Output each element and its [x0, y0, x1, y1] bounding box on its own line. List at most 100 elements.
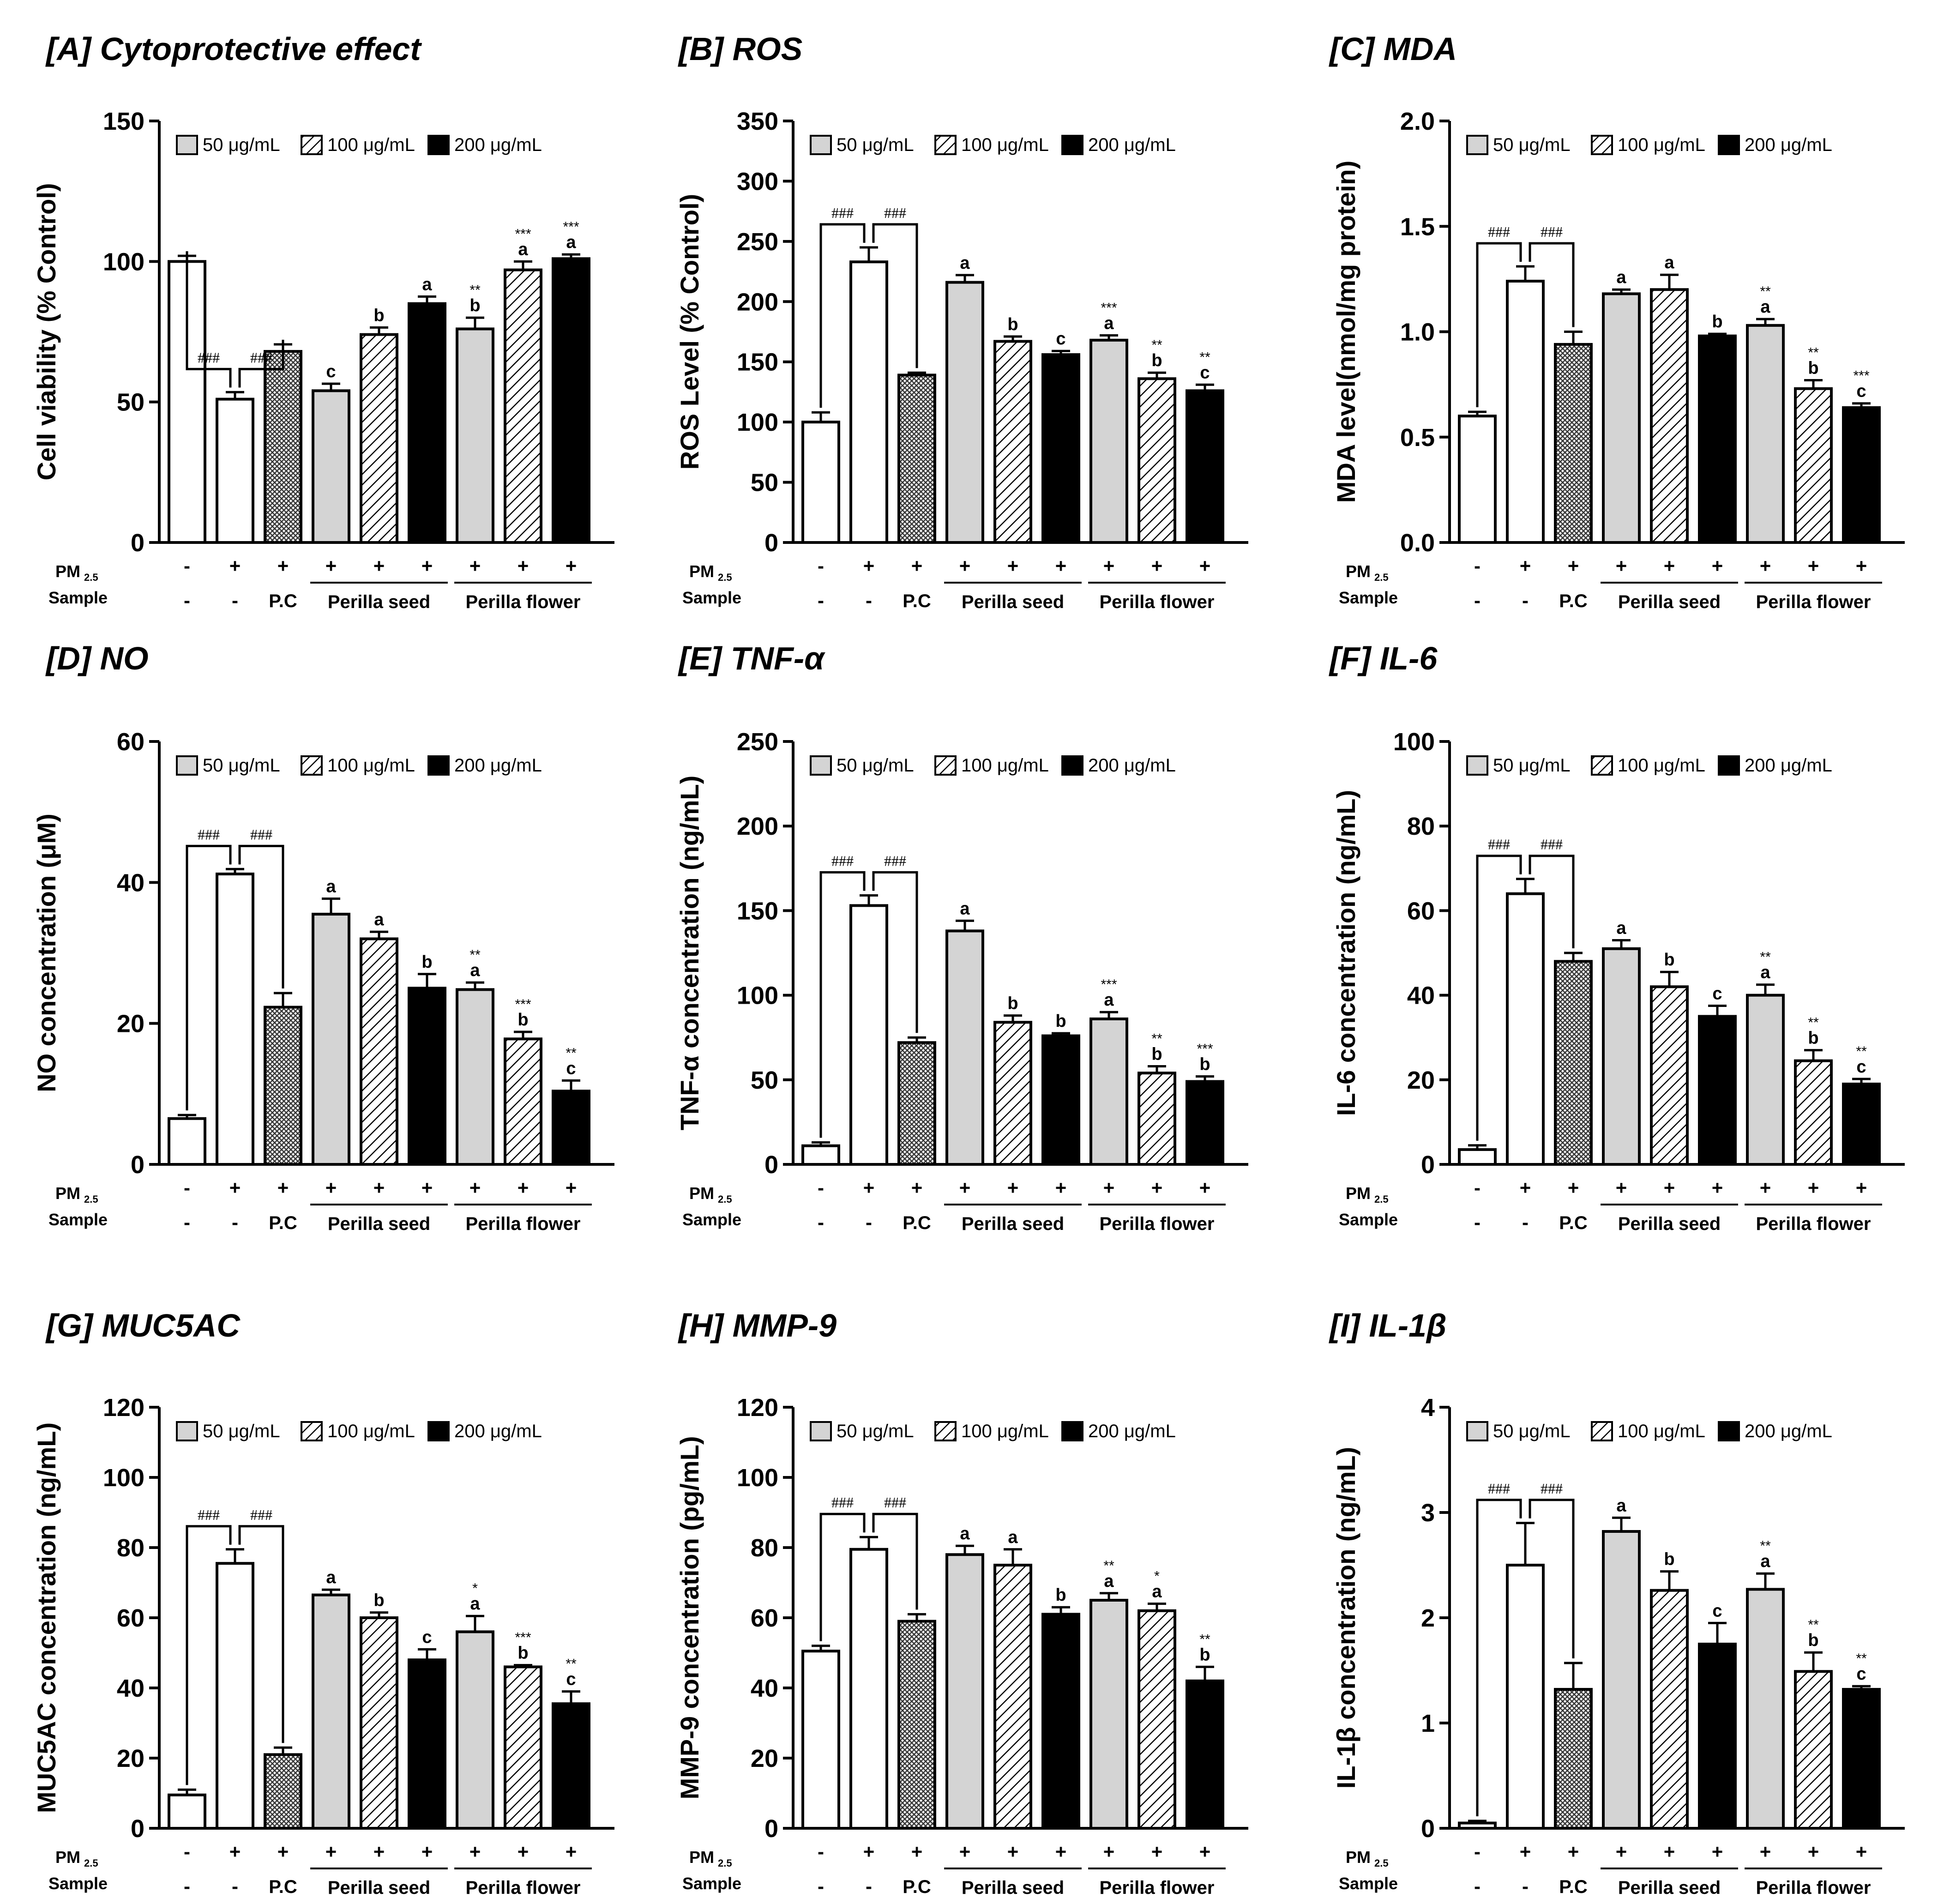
- significance-letter: c: [566, 1670, 576, 1689]
- significance-stars: **: [1760, 1538, 1771, 1554]
- pm25-sign: +: [1199, 555, 1211, 577]
- group-label: Perilla flower: [466, 592, 581, 612]
- pm25-row-subscript: 2.5: [718, 572, 732, 583]
- group-label: Perilla seed: [1618, 1214, 1721, 1234]
- hash-label: ###: [1488, 223, 1510, 240]
- significance-letter: b: [518, 1010, 528, 1030]
- legend-label: 100 μg/mL: [961, 1421, 1049, 1441]
- pm25-sign: +: [469, 1841, 481, 1862]
- pm25-sign: +: [1007, 1841, 1019, 1862]
- panel-title: [I] IL-1β: [1329, 1307, 1446, 1344]
- pm25-sign: +: [1808, 1177, 1819, 1199]
- bar: [1554, 960, 1593, 1166]
- legend-label: 200 μg/mL: [1745, 1421, 1832, 1441]
- group-label: Perilla flower: [1756, 1214, 1871, 1234]
- bar: [849, 904, 888, 1166]
- panel-title: [A] Cytoprotective effect: [45, 31, 422, 67]
- significance-letter: b: [1199, 1054, 1210, 1074]
- sample-row-label: Sample: [682, 1874, 741, 1893]
- legend-swatch: [934, 135, 957, 155]
- hash-label: ###: [1488, 1480, 1510, 1497]
- y-tick-label: 80: [751, 1534, 778, 1562]
- legend-swatch: [301, 1421, 323, 1441]
- hash-label: ###: [831, 205, 854, 221]
- significance-letter: c: [1856, 1057, 1866, 1077]
- significance-bracket: [1529, 242, 1575, 327]
- legend-swatch: [427, 135, 450, 155]
- significance-letter: a: [1664, 253, 1674, 272]
- sample-sign: -: [1474, 590, 1481, 611]
- y-tick-label: 50: [751, 469, 778, 497]
- pm25-row-label: PM: [1346, 1848, 1371, 1867]
- pm25-sign: +: [1520, 1177, 1531, 1199]
- pm25-sign: +: [1712, 1177, 1723, 1199]
- significance-letter: b: [1151, 1044, 1162, 1064]
- pm25-sign: +: [1568, 1841, 1579, 1862]
- panel--h-mmp-9: [H] MMP-9 0 20 40 60 80 100 120 MMP-9 concentrat…: [675, 1307, 1248, 1898]
- legend-label: 50 μg/mL: [203, 755, 280, 776]
- panel-title: [D] NO: [45, 640, 149, 676]
- significance-letter: a: [518, 240, 528, 259]
- hash-label: ###: [1541, 223, 1563, 240]
- sample-row-label: Sample: [1339, 1210, 1398, 1229]
- pm25-sign: +: [1808, 1841, 1819, 1862]
- pm25-sign: +: [1856, 1177, 1867, 1199]
- group-label: Perilla seed: [328, 1878, 430, 1898]
- pm25-row-subscript: 2.5: [84, 1193, 98, 1205]
- significance-bracket: [238, 339, 284, 388]
- pm25-sign: +: [325, 1177, 337, 1199]
- y-tick-label: 100: [1393, 728, 1435, 756]
- significance-stars: **: [1760, 950, 1771, 965]
- significance-letter: b: [1712, 312, 1722, 331]
- y-tick-label: 20: [751, 1745, 778, 1772]
- legend-swatch: [176, 755, 198, 776]
- legend-label: 200 μg/mL: [454, 755, 542, 776]
- significance-letter: a: [1104, 313, 1114, 333]
- sample-sign: -: [184, 590, 190, 611]
- legend-swatch: [1466, 1421, 1488, 1441]
- significance-letter: b: [373, 1591, 384, 1610]
- bar: [1698, 334, 1737, 544]
- legend-label: 100 μg/mL: [1618, 1421, 1705, 1441]
- y-axis-label: MMP-9 concentration (pg/mL): [675, 1436, 704, 1799]
- pm25-sign: +: [1007, 1177, 1019, 1199]
- legend-swatch: [176, 1421, 198, 1441]
- bar: [168, 1793, 206, 1830]
- pm25-row-subscript: 2.5: [1374, 1857, 1389, 1869]
- legend-swatch: [1591, 135, 1613, 155]
- significance-letter: b: [1007, 994, 1018, 1013]
- bar: [1842, 406, 1881, 544]
- hash-label: ###: [250, 1506, 272, 1523]
- bar: [1650, 985, 1689, 1166]
- bar: [552, 1702, 590, 1830]
- pm25-sign: -: [184, 1841, 190, 1862]
- legend-label: 200 μg/mL: [1745, 755, 1832, 776]
- sample-sign: -: [184, 1211, 190, 1233]
- pm25-sign: +: [277, 555, 289, 577]
- bar: [1842, 1688, 1881, 1830]
- pm25-sign: +: [1664, 1841, 1675, 1862]
- group-label: Perilla flower: [1756, 592, 1871, 612]
- hash-label: ###: [1541, 836, 1563, 853]
- y-tick-label: 20: [117, 1010, 144, 1038]
- pm25-sign: +: [1808, 555, 1819, 577]
- pm25-sign: +: [566, 1841, 577, 1862]
- y-tick-label: 200: [737, 813, 778, 840]
- significance-letter: a: [326, 877, 336, 896]
- y-tick-label: 60: [117, 728, 144, 756]
- hash-label: ###: [1488, 836, 1510, 853]
- sample-row-label: Sample: [1339, 588, 1398, 607]
- bar: [849, 260, 888, 544]
- bar: [993, 1021, 1032, 1166]
- y-tick-label: 0: [764, 529, 778, 557]
- sample-row-label: Sample: [48, 1210, 108, 1229]
- bar: [168, 1117, 206, 1166]
- group-label: Perilla seed: [1618, 1878, 1721, 1898]
- legend-swatch: [1061, 1421, 1083, 1441]
- legend-swatch: [810, 755, 832, 776]
- pm25-sign: +: [1055, 1177, 1067, 1199]
- group-label: Perilla seed: [328, 1214, 430, 1234]
- pm25-sign: +: [959, 1177, 971, 1199]
- pm25-sign: +: [469, 1177, 481, 1199]
- pm25-sign: -: [818, 555, 824, 577]
